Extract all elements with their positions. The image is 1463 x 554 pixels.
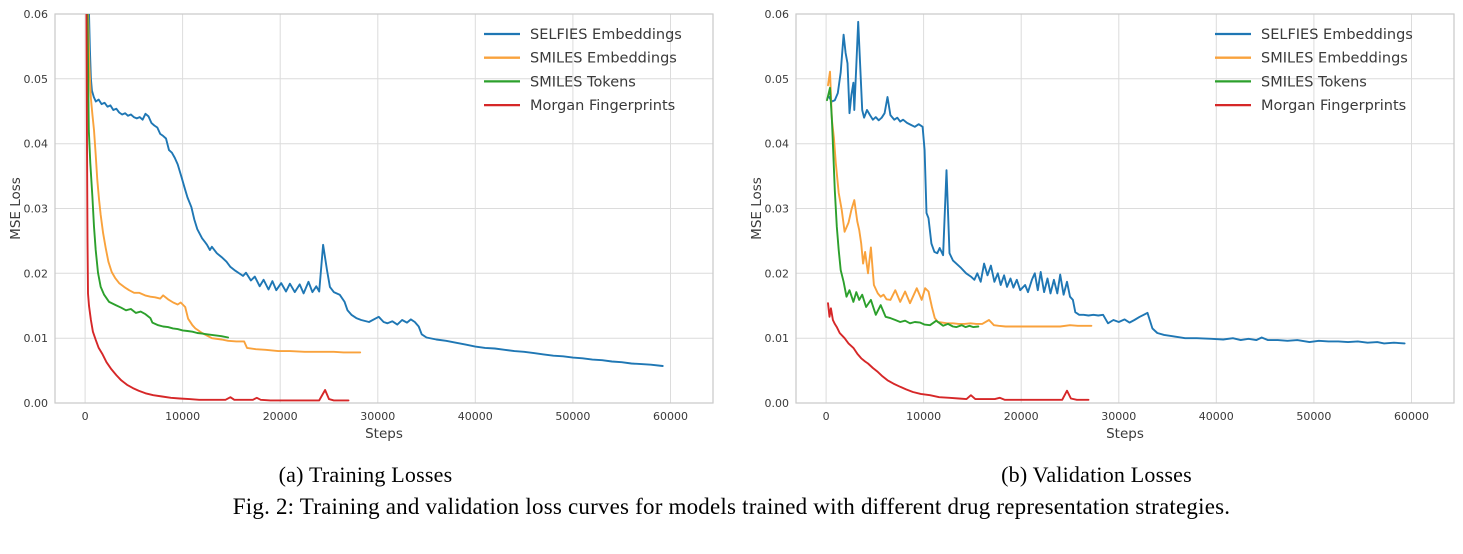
series-smiles-tokens [86,14,230,339]
y-axis-label: MSE Loss [749,177,765,240]
x-tick-label: 10000 [165,410,200,423]
x-tick-label: 20000 [1004,410,1039,423]
y-tick-label: 0.04 [765,138,790,151]
chart-validation-losses: 0 10000 20000 30000 40000 50000 60000 0.00 0.01 0… [731,0,1462,488]
y-tick-label: 0.00 [765,397,790,410]
x-tick-label: 60000 [1394,410,1429,423]
legend-label-selfies-embeddings: SELFIES Embeddings [530,27,682,43]
figure-caption: Fig. 2: Training and validation loss cur… [232,494,1231,519]
x-tick-label: 40000 [1199,410,1234,423]
y-tick-label: 0.05 [765,73,790,86]
x-tick-label: 0 [82,410,89,423]
legend-label-smiles-embeddings: SMILES Embeddings [530,51,677,67]
y-tick-label: 0.03 [765,203,790,216]
x-tick-label: 30000 [360,410,395,423]
y-tick-label: 0.05 [24,73,49,86]
plot-frame [795,13,1455,404]
y-tick-label: 0.00 [24,397,49,410]
x-tick-label: 20000 [263,410,298,423]
series-smiles-embeddings [87,14,362,354]
legend-label-morgan-fingerprints: Morgan Fingerprints [1261,98,1406,114]
plot-frame [54,13,714,404]
y-axis-label: MSE Loss [8,177,24,240]
series-morgan-fingerprints [85,14,350,402]
legend-label-smiles-tokens: SMILES Tokens [1261,74,1367,90]
series-selfies-embeddings [828,20,1406,345]
y-tick-label: 0.01 [24,332,49,345]
legend-label-smiles-embeddings: SMILES Embeddings [1261,51,1408,67]
series-morgan-fingerprints [827,302,1090,401]
chart-training-losses: 0 10000 20000 30000 40000 50000 60000 0.00 0.01 0… [0,0,731,488]
legend-label-smiles-tokens: SMILES Tokens [530,74,636,90]
y-tick-label: 0.01 [765,332,790,345]
x-tick-label: 0 [823,410,830,423]
y-tick-label: 0.04 [24,138,49,151]
y-tick-label: 0.02 [765,267,790,280]
x-axis-label: Steps [1106,426,1144,442]
x-tick-label: 30000 [1101,410,1136,423]
x-tick-label: 50000 [1296,410,1331,423]
x-tick-label: 40000 [458,410,493,423]
y-tick-label: 0.02 [24,267,49,280]
y-tick-label: 0.06 [24,8,49,21]
training-loss-chart: 0 10000 20000 30000 40000 50000 60000 0.00 0.01 0… [8,8,714,442]
charts-row: 0 10000 20000 30000 40000 50000 60000 0.00 0.01 0… [0,0,1462,488]
x-tick-label: 60000 [653,410,688,423]
y-tick-label: 0.06 [765,8,790,21]
legend-label-morgan-fingerprints: Morgan Fingerprints [530,98,675,114]
x-axis-label: Steps [365,426,403,442]
series-selfies-embeddings [88,14,664,367]
series-smiles-tokens [826,86,980,329]
x-tick-label: 50000 [555,410,590,423]
legend-label-selfies-embeddings: SELFIES Embeddings [1261,27,1413,43]
x-tick-label: 10000 [906,410,941,423]
y-tick-label: 0.03 [24,203,49,216]
subcaption-b: (b) Validation Losses [1001,462,1192,487]
series-smiles-embeddings [827,70,1093,328]
validation-loss-chart: 0 10000 20000 30000 40000 50000 60000 0.00 0.01 0… [749,8,1455,442]
subcaption-a: (a) Training Losses [278,462,453,487]
